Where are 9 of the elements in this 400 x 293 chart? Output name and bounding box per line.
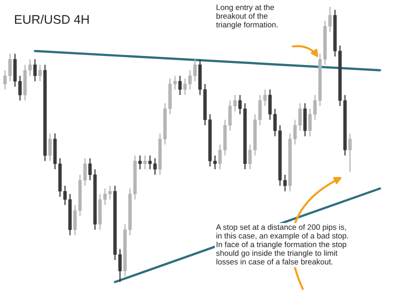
- candlestick: [178, 75, 182, 96]
- candlestick: [138, 154, 142, 170]
- candlestick: [38, 64, 42, 82]
- candlestick: [33, 58, 37, 82]
- candlestick: [303, 102, 307, 137]
- chart-title: EUR/USD 4H: [15, 14, 89, 24]
- candlestick: [348, 132, 352, 173]
- candlestick: [143, 154, 147, 170]
- candlestick: [48, 132, 52, 162]
